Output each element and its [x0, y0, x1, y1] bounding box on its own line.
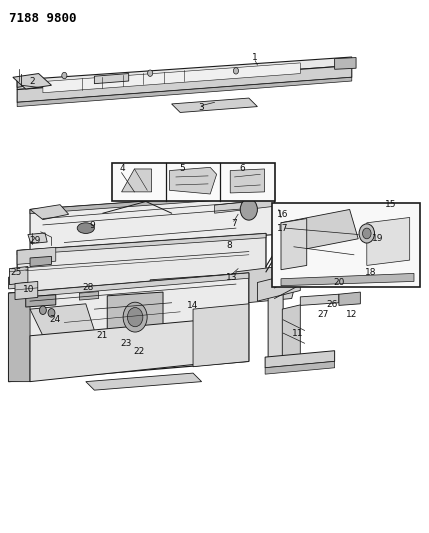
- Polygon shape: [230, 169, 265, 193]
- Polygon shape: [86, 373, 202, 390]
- Polygon shape: [150, 272, 266, 303]
- Polygon shape: [30, 321, 223, 382]
- Polygon shape: [26, 295, 56, 307]
- Text: 25: 25: [11, 269, 22, 277]
- Circle shape: [123, 302, 147, 332]
- Circle shape: [233, 68, 239, 74]
- Text: 13: 13: [226, 273, 237, 281]
- Text: 1: 1: [252, 53, 258, 61]
- Polygon shape: [30, 192, 275, 254]
- Polygon shape: [268, 285, 283, 360]
- Polygon shape: [265, 361, 335, 374]
- Text: 2: 2: [29, 77, 35, 85]
- Polygon shape: [9, 276, 26, 289]
- Text: 9: 9: [89, 222, 95, 230]
- Text: 19: 19: [372, 235, 383, 243]
- Polygon shape: [9, 273, 249, 298]
- Polygon shape: [257, 272, 300, 301]
- Text: 16: 16: [278, 211, 289, 219]
- Polygon shape: [13, 74, 51, 89]
- Polygon shape: [9, 266, 28, 285]
- Polygon shape: [30, 205, 69, 220]
- Circle shape: [127, 308, 143, 327]
- Text: 11: 11: [293, 329, 304, 337]
- Polygon shape: [172, 98, 257, 112]
- Polygon shape: [335, 58, 356, 69]
- Circle shape: [240, 199, 257, 220]
- Text: 29: 29: [30, 237, 41, 245]
- Text: 18: 18: [366, 269, 377, 277]
- Text: 4: 4: [119, 165, 125, 173]
- Polygon shape: [9, 273, 249, 382]
- Text: 6: 6: [239, 165, 245, 173]
- Polygon shape: [30, 304, 94, 336]
- Polygon shape: [169, 167, 217, 194]
- Text: 12: 12: [346, 310, 357, 319]
- Circle shape: [48, 309, 55, 317]
- Polygon shape: [17, 233, 266, 255]
- Text: 27: 27: [317, 310, 328, 319]
- Polygon shape: [265, 351, 335, 368]
- Text: 15: 15: [385, 200, 396, 208]
- Polygon shape: [9, 292, 30, 382]
- Polygon shape: [339, 292, 360, 305]
- Text: 7: 7: [231, 220, 237, 228]
- Polygon shape: [282, 305, 300, 361]
- Polygon shape: [193, 304, 249, 367]
- Text: 3: 3: [199, 103, 205, 112]
- Circle shape: [39, 306, 46, 314]
- Text: 28: 28: [82, 284, 94, 292]
- Text: 17: 17: [278, 224, 289, 232]
- Text: 7188 9800: 7188 9800: [9, 12, 76, 25]
- Polygon shape: [17, 77, 352, 107]
- Polygon shape: [300, 294, 339, 305]
- Text: 14: 14: [187, 301, 198, 310]
- Text: 10: 10: [24, 286, 35, 294]
- Polygon shape: [28, 233, 47, 244]
- Polygon shape: [43, 63, 300, 93]
- Text: 8: 8: [227, 241, 233, 249]
- Polygon shape: [15, 281, 38, 300]
- FancyBboxPatch shape: [112, 163, 275, 201]
- Ellipse shape: [77, 223, 94, 233]
- Polygon shape: [30, 192, 275, 214]
- Polygon shape: [236, 264, 300, 304]
- Polygon shape: [214, 198, 275, 213]
- Circle shape: [62, 72, 67, 79]
- Polygon shape: [281, 209, 358, 252]
- Text: 24: 24: [49, 316, 60, 324]
- Polygon shape: [367, 217, 410, 265]
- Text: 26: 26: [327, 301, 338, 309]
- Circle shape: [363, 228, 371, 239]
- Polygon shape: [121, 169, 151, 192]
- FancyBboxPatch shape: [272, 203, 420, 287]
- Polygon shape: [107, 292, 163, 348]
- Polygon shape: [17, 66, 352, 102]
- Circle shape: [359, 224, 375, 243]
- Polygon shape: [17, 78, 30, 87]
- Text: 23: 23: [120, 340, 131, 348]
- Text: 20: 20: [333, 278, 344, 287]
- Polygon shape: [281, 219, 307, 270]
- Polygon shape: [17, 247, 56, 264]
- Polygon shape: [30, 256, 51, 266]
- Text: 5: 5: [179, 165, 185, 173]
- Text: 22: 22: [134, 348, 145, 356]
- Polygon shape: [17, 233, 266, 296]
- Polygon shape: [281, 273, 414, 286]
- Polygon shape: [94, 74, 129, 84]
- Polygon shape: [79, 292, 99, 300]
- Text: 21: 21: [97, 332, 108, 340]
- Polygon shape: [17, 57, 352, 90]
- Circle shape: [148, 70, 153, 76]
